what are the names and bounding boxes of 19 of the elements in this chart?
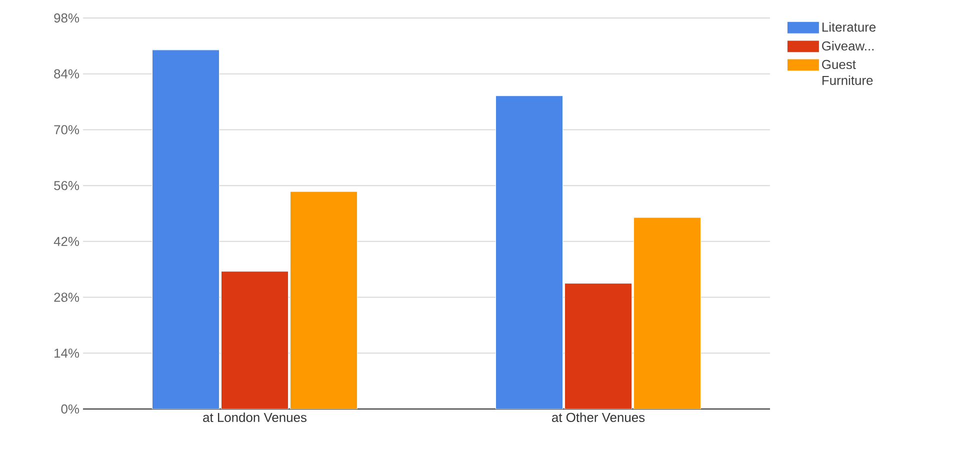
legend-label: Literature — [822, 22, 876, 32]
bar — [634, 217, 702, 409]
y-tick-label: 98% — [54, 13, 80, 23]
bar — [290, 191, 358, 409]
bar — [496, 96, 564, 409]
y-tick-label: 0% — [61, 404, 80, 414]
y-tick-label: 42% — [54, 236, 80, 246]
bar — [564, 283, 632, 409]
y-tick-label: 70% — [54, 125, 80, 134]
x-tick-label: at London Venues — [203, 412, 306, 422]
x-tick-label: at Other Venues — [552, 412, 645, 422]
bar — [152, 50, 220, 409]
legend-label: Giveaw... — [822, 41, 874, 51]
y-tick-label: 14% — [54, 348, 80, 358]
y-tick-label: 84% — [54, 69, 80, 78]
y-tick-label: 56% — [54, 180, 80, 190]
legend-label: Guest Furniture — [822, 60, 873, 85]
y-tick-label: 28% — [54, 292, 80, 302]
bar — [221, 271, 289, 409]
